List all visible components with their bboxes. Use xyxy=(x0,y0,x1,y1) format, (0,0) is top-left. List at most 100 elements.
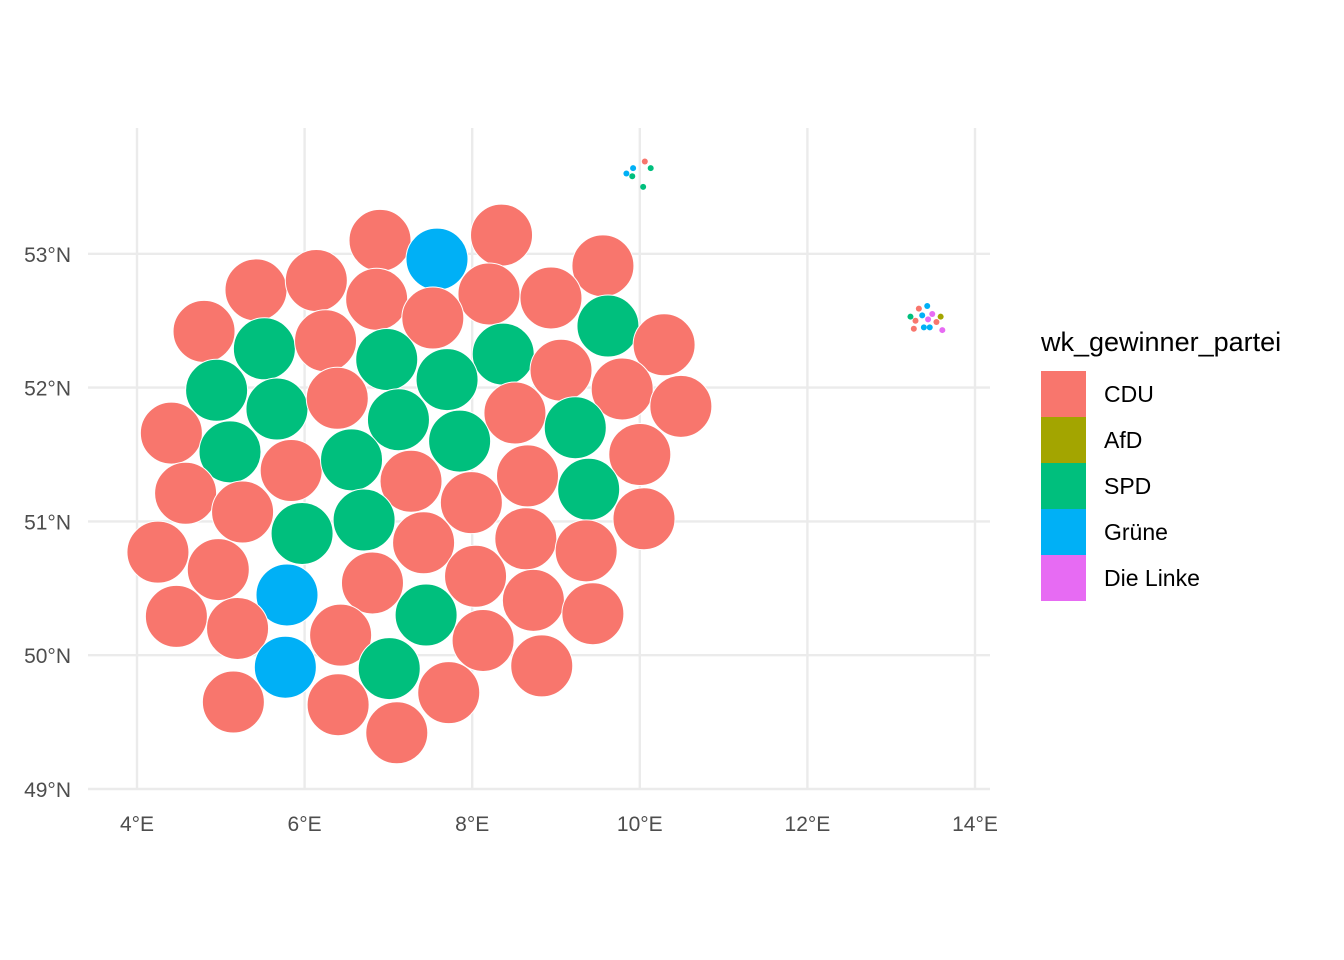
point-grüne xyxy=(405,227,469,291)
point-cdu xyxy=(144,584,208,648)
y-tick-label: 50°N xyxy=(24,645,71,668)
point-cdu xyxy=(340,551,404,615)
point-cdu xyxy=(641,158,648,165)
point-grüne xyxy=(630,165,637,172)
legend-label: AfD xyxy=(1104,427,1142,453)
point-cdu xyxy=(649,374,713,438)
point-spd xyxy=(576,294,640,358)
x-tick-label: 10°E xyxy=(617,813,663,836)
point-cdu xyxy=(910,325,917,332)
point-cdu xyxy=(186,538,250,602)
point-cdu xyxy=(590,357,654,421)
point-spd xyxy=(320,428,384,492)
point-cdu xyxy=(348,208,412,272)
legend-key xyxy=(1041,509,1086,555)
legend-label: SPD xyxy=(1104,473,1151,499)
point-spd xyxy=(357,637,421,701)
point-cdu xyxy=(309,603,373,667)
legend-key xyxy=(1041,555,1086,601)
point-cdu xyxy=(201,670,265,734)
point-cdu xyxy=(915,305,922,312)
point-cdu xyxy=(496,444,560,508)
point-grüne xyxy=(924,302,931,309)
point-spd xyxy=(394,583,458,647)
point-cdu xyxy=(519,266,583,330)
point-cdu xyxy=(608,423,672,486)
x-tick-label: 14°E xyxy=(952,813,998,836)
legend-label: Die Linke xyxy=(1104,565,1200,591)
legend-items: CDU AfD SPD Grüne Die Linke xyxy=(1041,371,1200,601)
y-tick-label: 53°N xyxy=(24,244,71,267)
legend-key xyxy=(1041,371,1086,417)
point-cdu xyxy=(501,568,565,632)
point-spd xyxy=(907,313,914,320)
point-cdu xyxy=(439,471,503,535)
point-cdu xyxy=(392,511,456,575)
point-cdu xyxy=(451,608,515,672)
point-grüne xyxy=(919,312,926,319)
point-cdu xyxy=(306,673,370,737)
point-afd xyxy=(937,313,944,320)
constituency-points xyxy=(126,158,946,765)
point-spd xyxy=(471,322,535,386)
legend-key xyxy=(1041,463,1086,509)
point-spd xyxy=(232,317,296,381)
point-spd xyxy=(185,358,249,422)
axis-tick-labels: 4°E 6°E 8°E 10°E 12°E 14°E 49°N 50°N 51°N 52°N 53°… xyxy=(24,244,998,836)
point-cdu xyxy=(632,313,696,377)
point-cdu xyxy=(561,582,625,646)
x-tick-label: 8°E xyxy=(455,813,489,836)
point-die-linke xyxy=(939,327,946,334)
point-die-linke xyxy=(925,316,932,323)
point-cdu xyxy=(284,249,348,313)
legend: wk_gewinner_partei CDU AfD SPD Grüne Die Lin… xyxy=(1040,327,1281,601)
point-cdu xyxy=(154,461,218,525)
x-tick-label: 6°E xyxy=(288,813,322,836)
x-tick-label: 12°E xyxy=(785,813,831,836)
point-grüne xyxy=(920,324,927,331)
point-spd xyxy=(557,457,621,521)
point-cdu xyxy=(365,701,429,765)
point-spd xyxy=(647,165,654,172)
legend-title: wk_gewinner_partei xyxy=(1040,327,1281,357)
point-cdu xyxy=(571,234,635,298)
point-spd xyxy=(640,183,647,190)
point-die-linke xyxy=(929,311,936,318)
point-cdu xyxy=(470,203,534,267)
point-cdu xyxy=(494,507,558,571)
point-cdu xyxy=(294,309,358,373)
point-spd xyxy=(415,348,479,412)
point-cdu xyxy=(457,262,521,326)
y-tick-label: 49°N xyxy=(24,779,71,802)
point-cdu xyxy=(933,319,940,326)
point-spd xyxy=(629,173,636,180)
point-grüne xyxy=(623,170,630,177)
legend-label: Grüne xyxy=(1104,519,1168,545)
x-tick-label: 4°E xyxy=(120,813,154,836)
point-spd xyxy=(332,488,396,552)
point-cdu xyxy=(401,286,465,350)
point-spd xyxy=(245,377,309,441)
point-grüne xyxy=(255,563,319,627)
point-cdu xyxy=(305,366,369,430)
point-cdu xyxy=(529,338,593,402)
point-cdu xyxy=(444,544,508,608)
point-spd xyxy=(366,388,430,452)
point-cdu xyxy=(612,487,676,551)
point-cdu xyxy=(206,596,270,660)
point-cdu xyxy=(345,267,409,331)
y-tick-label: 51°N xyxy=(24,511,71,534)
y-tick-label: 52°N xyxy=(24,378,71,401)
point-cdu xyxy=(417,661,481,725)
point-cdu xyxy=(224,258,288,322)
point-grüne xyxy=(253,635,317,699)
legend-label: CDU xyxy=(1104,381,1154,407)
point-cdu xyxy=(126,520,190,584)
point-cdu xyxy=(172,299,236,363)
point-spd xyxy=(198,420,262,484)
point-spd xyxy=(428,409,492,473)
point-grüne xyxy=(926,324,933,331)
point-cdu xyxy=(510,634,574,698)
point-cdu xyxy=(483,381,547,445)
